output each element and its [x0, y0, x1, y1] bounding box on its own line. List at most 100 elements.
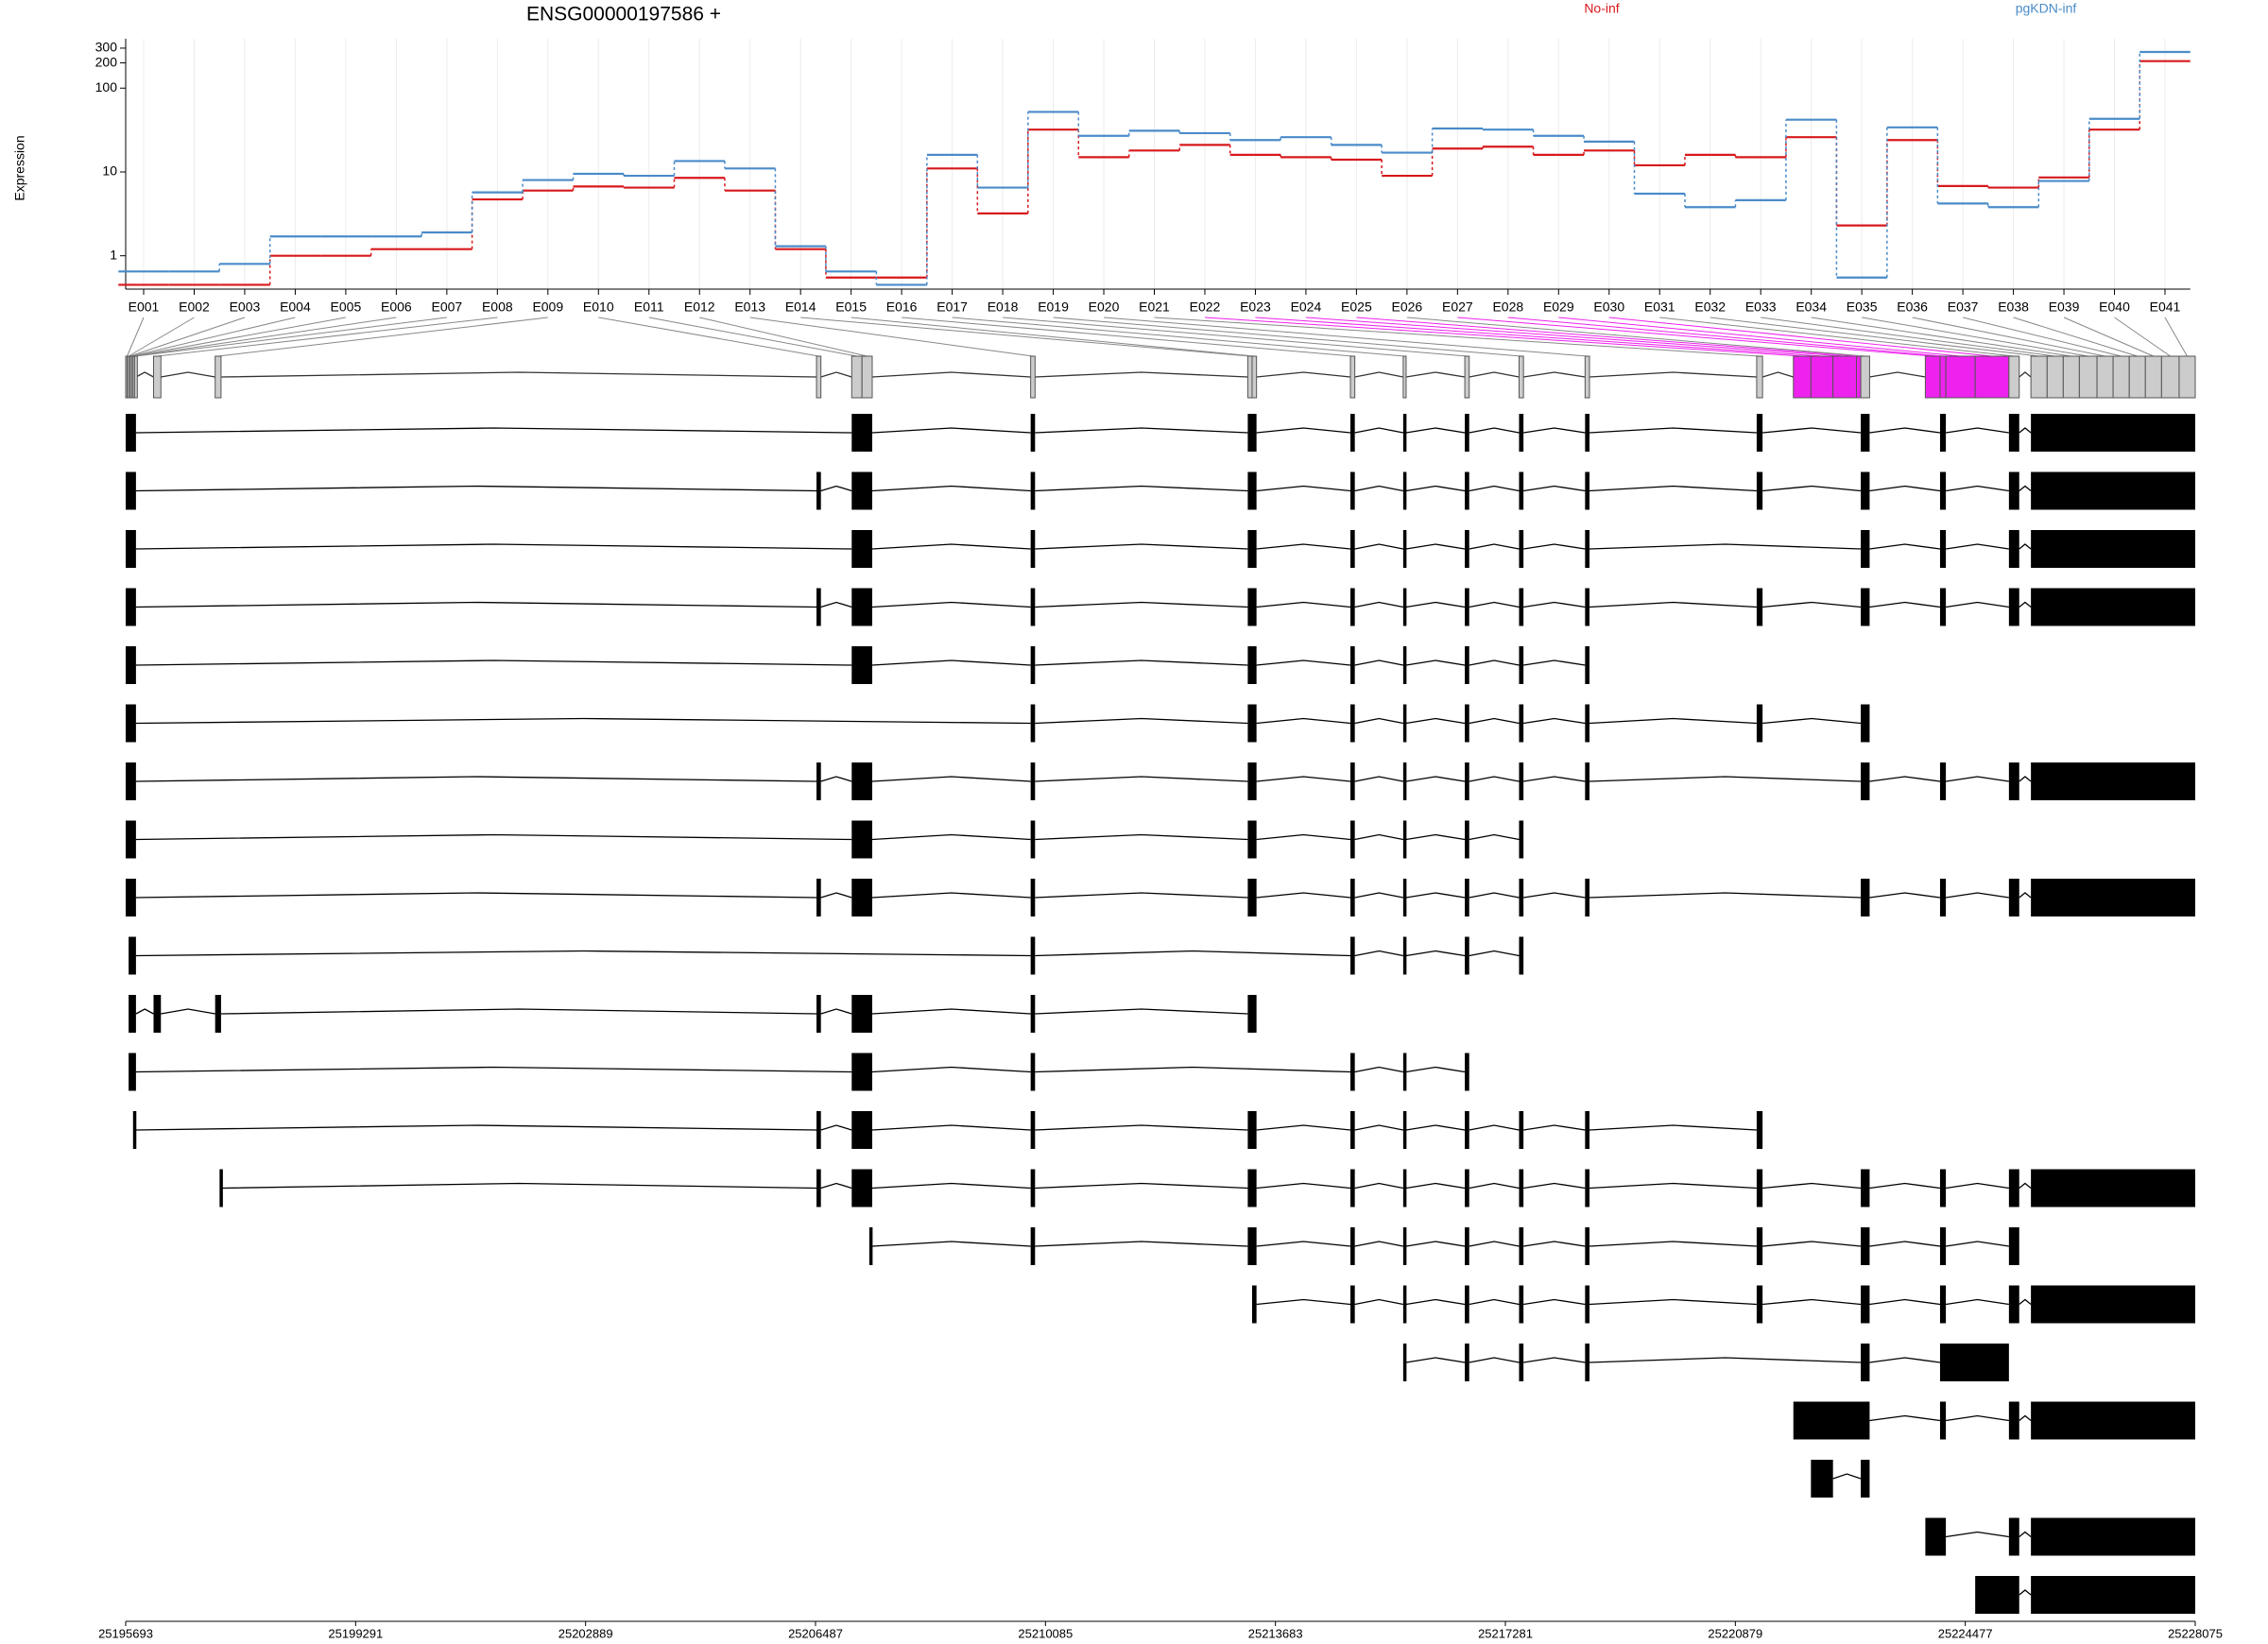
transcript-exon — [1519, 1344, 1524, 1381]
x-tick-label: E022 — [1190, 300, 1221, 315]
intron — [1589, 1182, 1757, 1190]
intron — [2019, 1298, 2032, 1306]
transcript-exon — [1402, 1285, 1407, 1324]
transcript-exon — [816, 1111, 821, 1149]
exon-connector — [217, 317, 548, 357]
transcript-exon — [1585, 414, 1590, 452]
intron — [1354, 427, 1403, 434]
transcript-exon — [816, 995, 821, 1033]
intron — [1354, 892, 1403, 899]
intron — [1589, 717, 1757, 725]
gene-exon — [152, 355, 162, 399]
transcript-exon — [1861, 1344, 1870, 1381]
transcript-exon — [2008, 1169, 2019, 1207]
exon-connector — [1356, 317, 1859, 357]
transcript-exon — [2031, 1517, 2195, 1556]
intron — [1762, 485, 1862, 492]
transcript-exon — [1030, 762, 1036, 800]
x-tick-label: 25199291 — [328, 1626, 383, 1640]
intron — [1523, 543, 1586, 550]
x-tick-label: E009 — [532, 300, 563, 315]
intron — [1035, 1066, 1351, 1073]
exon-connector — [134, 317, 397, 357]
intron — [135, 1124, 817, 1131]
transcript-exon — [851, 820, 872, 859]
transcript-exon — [1247, 588, 1257, 626]
x-tick-label: E040 — [2099, 300, 2130, 315]
intron — [1469, 427, 1520, 434]
intron — [1523, 1182, 1586, 1190]
transcript-exon — [1030, 471, 1036, 510]
transcript-exon — [816, 588, 821, 626]
transcript-exon — [2031, 471, 2195, 510]
intron — [1589, 1241, 1757, 1247]
intron — [1035, 950, 1351, 957]
exon-connector — [699, 317, 868, 357]
intron — [871, 485, 1031, 492]
transcript-exon — [1519, 530, 1524, 568]
transcript-exon — [1402, 820, 1407, 859]
transcript-exon — [851, 414, 872, 452]
transcript-exon — [1349, 1227, 1355, 1265]
transcript-exon — [1349, 1111, 1355, 1149]
exon-connector — [1204, 317, 1803, 357]
exon-connector — [1406, 317, 1865, 357]
intron — [871, 1124, 1031, 1131]
exon-connector — [127, 317, 145, 357]
transcript-exon — [1465, 530, 1469, 568]
transcript-exon — [816, 471, 821, 510]
x-tick-label: E034 — [1796, 300, 1827, 315]
transcript-exon — [816, 1169, 821, 1207]
intron — [1589, 371, 1757, 378]
x-tick-label: E001 — [129, 300, 160, 315]
exon-connector — [800, 317, 1250, 357]
transcript-exon — [1465, 762, 1469, 800]
transcript-exon — [1585, 588, 1590, 626]
exon-connector — [129, 317, 246, 357]
gene-exon — [2144, 355, 2162, 399]
intron — [1869, 427, 1941, 434]
exon-connector — [1053, 317, 1521, 357]
transcript-exon — [153, 995, 162, 1033]
gene-exon — [133, 355, 138, 399]
legend-label: pgKDN-inf — [2016, 1, 2077, 16]
transcript-exon — [1402, 1169, 1407, 1207]
transcript-exon — [2031, 879, 2195, 916]
gene-exon — [1584, 355, 1590, 399]
transcript-exon — [1349, 820, 1355, 859]
intron — [220, 371, 817, 378]
intron — [1469, 543, 1520, 550]
intron — [1035, 601, 1248, 608]
x-tick-label: E027 — [1442, 300, 1473, 315]
intron — [1589, 1298, 1757, 1306]
x-tick-label: E012 — [684, 300, 715, 315]
intron — [1523, 717, 1586, 725]
transcript-exon — [1975, 1576, 2019, 1614]
x-tick-label: 25213683 — [1248, 1626, 1303, 1640]
intron — [1469, 1182, 1520, 1190]
transcript-exon — [129, 1053, 136, 1091]
transcript-exon — [1251, 1285, 1257, 1324]
transcript-exon — [1585, 879, 1590, 916]
intron — [1256, 427, 1351, 434]
transcript-exon — [1465, 704, 1469, 743]
intron — [161, 371, 215, 378]
transcript-exon — [1939, 1344, 2009, 1381]
y-tick-label: 200 — [95, 54, 118, 69]
legend-label: No-inf — [1584, 1, 1619, 16]
x-tick-label: 25195693 — [98, 1626, 153, 1640]
transcript-exon — [1030, 1169, 1036, 1207]
intron — [1256, 1241, 1351, 1247]
transcript-exon — [1939, 530, 1947, 568]
transcript-exon — [851, 530, 872, 568]
intron — [1354, 601, 1403, 608]
intron — [1035, 776, 1248, 782]
transcript-exon — [1756, 1169, 1763, 1207]
intron — [1469, 833, 1520, 841]
transcript-exon — [1939, 1401, 1947, 1440]
gene-exon — [1945, 355, 1976, 399]
transcript-exon — [1756, 588, 1763, 626]
transcript-exon — [1465, 414, 1469, 452]
transcript-exon — [1939, 762, 1947, 800]
